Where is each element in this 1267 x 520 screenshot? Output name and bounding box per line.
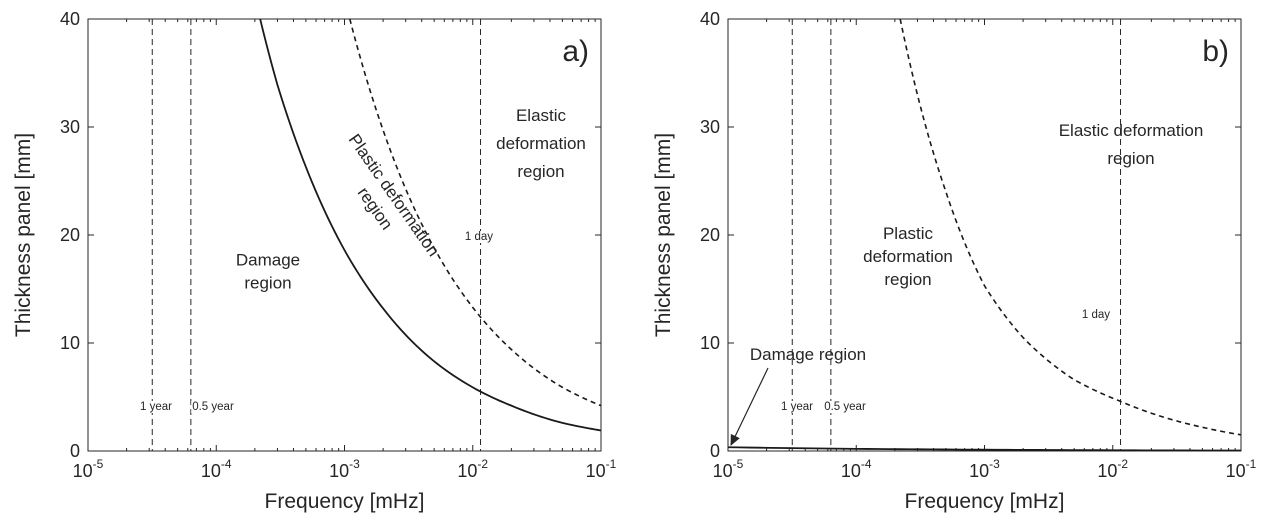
x-tick-label: 10-2 (457, 457, 488, 481)
ref-line-label: 1 day (465, 231, 493, 243)
x-tick-label: 10-4 (201, 457, 232, 481)
series-line-solid (728, 446, 1241, 451)
panel-label: b) (1202, 35, 1229, 68)
ref-label-bg (823, 401, 867, 413)
x-tick-label: 10-4 (841, 457, 872, 481)
series-line-solid (259, 19, 601, 432)
y-tick-label: 0 (70, 441, 80, 461)
y-tick-label: 0 (710, 441, 720, 461)
ref-label-bg (463, 231, 495, 243)
x-tick-label: 10-5 (73, 457, 104, 481)
series-line-dashed (349, 19, 601, 407)
y-tick-label: 10 (60, 333, 80, 353)
y-axis-title: Thickness panel [mm] (12, 133, 35, 337)
y-tick-label: 30 (60, 117, 80, 137)
ref-label-bg (780, 401, 815, 413)
y-tick-label: 20 (700, 225, 720, 245)
chart-panel-b: 10-5 10-4 10-3 10-2 10-1 0 10 20 30 40 Frequency [… (652, 9, 1257, 513)
ref-line-label: 0.5 year (192, 401, 234, 413)
panel-label: a) (562, 35, 589, 68)
y-tick-label: 10 (700, 333, 720, 353)
ref-line-label: 1 year (140, 401, 172, 413)
x-tick-label: 10-3 (329, 457, 360, 481)
ref-label-bg (1080, 309, 1112, 321)
y-tick-label: 20 (60, 225, 80, 245)
y-tick-label: 40 (60, 9, 80, 29)
ref-label-bg (139, 401, 174, 413)
series-group (728, 19, 1241, 451)
y-axis-title: Thickness panel [mm] (652, 133, 675, 337)
damage-region-arrow (730, 367, 769, 446)
region-annotation: Elastic deformation region (496, 106, 586, 181)
series-line-dashed (899, 19, 1241, 436)
chart-panel-a: 10-5 10-4 10-3 10-2 10-1 0 10 20 30 40 Frequency [… (12, 9, 617, 513)
region-annotation: Damage region (750, 345, 866, 364)
plot-frame (87, 18, 602, 452)
plot-frame (727, 18, 1242, 452)
x-tick-label: 10-1 (586, 457, 617, 481)
x-axis-title: Frequency [mHz] (905, 490, 1065, 513)
ref-line-label: 1 year (781, 401, 813, 413)
ref-label-bg (191, 401, 235, 413)
ref-line-label: 0.5 year (824, 401, 866, 413)
ref-line-label: 1 day (1082, 309, 1110, 321)
series-group (259, 19, 601, 432)
y-tick-label: 30 (700, 117, 720, 137)
x-axis-title: Frequency [mHz] (265, 490, 425, 513)
region-annotation: Plastic deformation region (863, 224, 953, 289)
region-annotation: Damage region (236, 251, 300, 293)
region-annotation: Elastic deformation region (1059, 121, 1204, 168)
x-tick-label: 10-2 (1097, 457, 1128, 481)
x-tick-label: 10-1 (1226, 457, 1257, 481)
x-tick-label: 10-3 (969, 457, 1000, 481)
y-tick-label: 40 (700, 9, 720, 29)
x-tick-label: 10-5 (713, 457, 744, 481)
region-annotation: Plastic deformationregion (326, 131, 443, 274)
